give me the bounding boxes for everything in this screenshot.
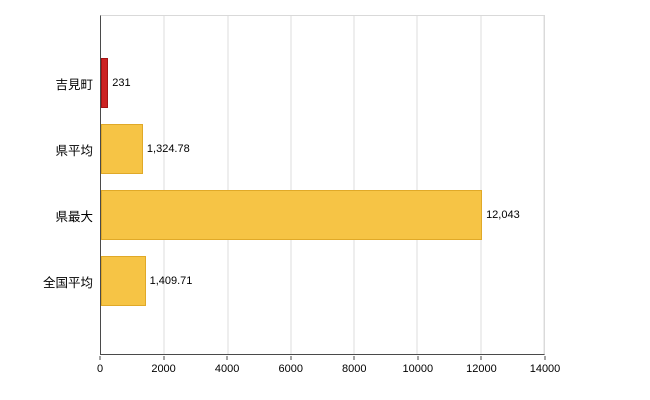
x-axis-tickmark: [544, 356, 546, 360]
x-axis-tick-label: 2000: [151, 363, 176, 375]
category-label: 県平均: [55, 143, 93, 158]
x-axis-tickmark: [226, 356, 228, 360]
x-axis-tickmark: [353, 356, 355, 360]
x-axis-tickmark: [99, 356, 101, 360]
bar-row: 全国平均 1,409.71: [43, 248, 544, 314]
x-axis-tickmark: [417, 356, 419, 360]
gridline: [290, 16, 292, 354]
x-axis-tickmark: [163, 356, 165, 360]
x-axis-tick-label: 0: [96, 363, 104, 375]
category-label: 県最大: [55, 209, 93, 224]
plot-area: 吉見町 231 県平均 1,324.78 県最大 12,043 全国平均 1,409.71: [43, 15, 545, 355]
bar: [101, 124, 143, 174]
x-axis-tickmark: [290, 356, 292, 360]
category-label: 吉見町: [55, 77, 93, 92]
gridline: [227, 16, 229, 354]
value-label: 231: [112, 77, 131, 89]
value-label: 1,409.71: [149, 275, 193, 287]
x-axis-tick-label: 8000: [342, 363, 367, 375]
gridline: [480, 16, 482, 354]
bar-row: 県最大 12,043: [55, 182, 544, 248]
x-axis-tickmark: [480, 356, 482, 360]
x-axis-tick-label: 12000: [466, 363, 497, 375]
gridlines: [101, 16, 545, 354]
x-axis-tick-label: 14000: [529, 363, 561, 375]
bar: [101, 58, 109, 108]
bar-row: 吉見町 231: [55, 50, 544, 116]
bar-rows: 吉見町 231 県平均 1,324.78 県最大 12,043 全国平均 1,409.71: [43, 16, 544, 354]
gridline: [543, 16, 545, 354]
bar: [101, 190, 483, 240]
gridline: [416, 16, 418, 354]
x-axis-tick-label: 6000: [278, 363, 303, 375]
value-label: 1,324.78: [146, 143, 190, 155]
x-axis-tick-label: 10000: [402, 363, 434, 375]
bar: [101, 256, 146, 306]
category-label: 全国平均: [42, 275, 93, 290]
x-axis: 0 2000 4000 6000 8000 10000 12000 14000: [96, 356, 560, 382]
gridline: [163, 16, 165, 354]
value-label: 12,043: [486, 209, 520, 221]
x-axis-tick-label: 4000: [214, 363, 240, 375]
bar-row: 県平均 1,324.78: [55, 116, 544, 182]
gridline: [353, 16, 355, 354]
